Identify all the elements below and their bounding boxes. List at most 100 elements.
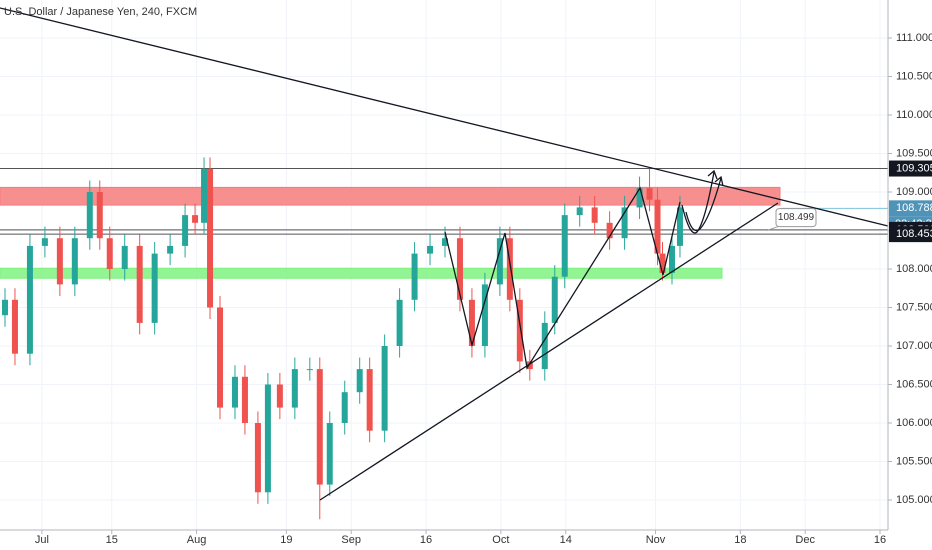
zone: [0, 267, 723, 279]
candle-body: [1, 299, 8, 316]
arrow-head: [707, 169, 718, 180]
candle-body: [291, 369, 298, 408]
time-axis-bg: [0, 530, 888, 550]
candle-body: [136, 245, 143, 323]
y-tick-label: 109.000: [896, 186, 932, 198]
candle-body: [276, 384, 283, 408]
candle-body: [381, 345, 388, 431]
candle-body: [427, 245, 434, 254]
arrow-path: [685, 177, 722, 232]
zone: [0, 186, 781, 206]
y-tick-label: 106.500: [896, 378, 932, 390]
x-tick-label: Nov: [646, 534, 666, 546]
candle-body: [86, 192, 93, 239]
candle-body: [659, 253, 666, 273]
zigzag: [444, 186, 681, 370]
x-tick-label: 16: [420, 534, 432, 546]
candle-body: [316, 369, 323, 485]
candle-body: [496, 238, 503, 285]
y-tick-label: 105.500: [896, 455, 932, 467]
candle-body: [441, 238, 448, 246]
candle-body: [551, 276, 558, 323]
x-tick-label: Aug: [187, 534, 207, 546]
y-tick-label: 109.500: [896, 147, 932, 159]
candle-body: [121, 245, 128, 270]
price-label-bg: [889, 200, 932, 217]
trend-line: [319, 202, 779, 501]
candle-body: [456, 238, 463, 300]
y-tick-label: 107.000: [896, 340, 932, 352]
candle-body: [676, 207, 683, 246]
candle-body: [561, 215, 568, 277]
candle-body: [366, 369, 373, 431]
chart-title: U.S. Dollar / Japanese Yen, 240, FXCM: [4, 6, 197, 18]
candle-body: [201, 168, 208, 223]
y-tick-label: 108.000: [896, 263, 932, 275]
drawings: [0, 7, 889, 501]
price-label: 108.788: [896, 202, 932, 214]
candle-body: [541, 322, 548, 370]
y-tick-label: 105.000: [896, 494, 932, 506]
price-axis-bg: [888, 0, 932, 550]
candle-body: [254, 422, 261, 493]
candle-body: [646, 188, 653, 200]
price-label: 109.305: [896, 162, 932, 174]
candle-body: [182, 215, 189, 246]
price-label-bg: [889, 160, 932, 177]
candle-body: [326, 422, 333, 485]
y-tick-label: 107.500: [896, 301, 932, 313]
x-tick-label: Oct: [492, 534, 509, 546]
candle-body: [241, 376, 248, 423]
candle-body: [217, 307, 224, 408]
candle-body: [481, 284, 488, 346]
candle-body: [468, 299, 475, 346]
axes: 105.000 105.500 106.000 106.500 107.000 107.5…: [35, 32, 932, 546]
candle-body: [71, 238, 78, 285]
candle-body: [506, 238, 513, 300]
x-tick-label: 16: [874, 534, 886, 546]
x-tick-label: 19: [280, 534, 292, 546]
candle-body: [207, 168, 214, 308]
candle-body: [231, 376, 238, 408]
y-tick-label: 110.500: [896, 70, 932, 82]
candle-body: [621, 207, 628, 239]
callout-pointer: [766, 226, 779, 232]
candle-body: [151, 253, 158, 323]
candle-body: [264, 384, 271, 493]
price-label: 108.453: [896, 228, 932, 240]
x-tick-label: 14: [560, 534, 572, 546]
y-tick-label: 111.000: [896, 32, 932, 44]
candle-body: [396, 299, 403, 346]
candle-body: [606, 222, 613, 239]
candle-body: [411, 253, 418, 300]
candle-body: [668, 245, 675, 273]
candle-body: [192, 215, 199, 223]
x-tick-label: 15: [106, 534, 118, 546]
candle-body: [526, 361, 533, 370]
price-label-bg: [889, 226, 932, 243]
candle-body: [341, 392, 348, 423]
x-tick-label: Jul: [35, 534, 49, 546]
candle-body: [26, 245, 33, 354]
candle-body: [41, 238, 48, 246]
trend-line: [0, 7, 889, 227]
x-tick-label: 18: [734, 534, 746, 546]
arrow-head: [714, 175, 724, 187]
candle-body: [96, 192, 103, 239]
candle-body: [516, 299, 523, 362]
candle-body: [654, 199, 661, 254]
arrow-path: [681, 171, 715, 234]
x-tick-label: Dec: [795, 534, 815, 546]
callout-label: 108.499: [778, 212, 815, 223]
candle-body: [106, 238, 113, 270]
candle-body: [356, 369, 363, 393]
candle-body: [11, 299, 18, 354]
candle-body: [306, 369, 313, 371]
candle-body: [576, 207, 583, 216]
y-tick-label: 106.000: [896, 417, 932, 429]
candle-body: [167, 245, 174, 254]
candle-body: [56, 238, 63, 285]
callout-bg: [775, 208, 817, 228]
levels: [0, 168, 888, 235]
